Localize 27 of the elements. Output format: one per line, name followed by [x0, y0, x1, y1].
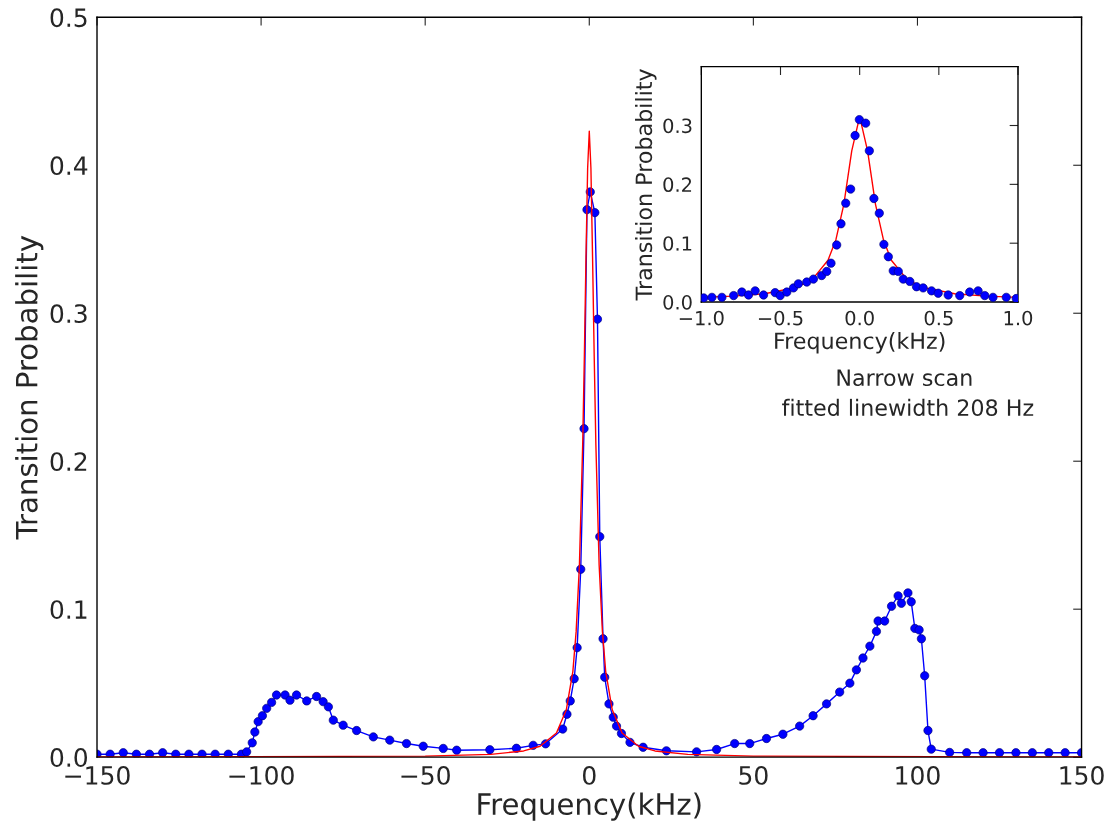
y-tick-label: 0.4	[50, 156, 88, 176]
y-tick-label: 0.3	[663, 118, 692, 134]
y-tick-label: 0.1	[50, 600, 87, 620]
x-axis-title: Frequency(kHz)	[775, 331, 945, 354]
annotation: Narrow scan fitted linewidth 208 Hz	[782, 369, 1034, 417]
x-tick-label: −1.0	[679, 310, 724, 326]
y-tick-label: 0.2	[663, 177, 692, 193]
x-tick-label: −50	[401, 765, 450, 785]
x-tick-label: 0.5	[924, 310, 953, 326]
y-axis-title: Transition Probability	[15, 235, 44, 540]
x-tick-label: 1.0	[1004, 310, 1033, 326]
x-tick-label: −0.5	[758, 310, 803, 326]
x-tick-label: −150	[65, 765, 130, 785]
x-tick-label: 0.0	[845, 310, 874, 326]
y-tick-label: 0.5	[50, 8, 87, 28]
y-axis-title: Transition Probability	[635, 69, 657, 301]
y-tick-label: 0.0	[663, 295, 692, 310]
x-tick-label: 50	[739, 765, 768, 785]
x-tick-label: 100	[896, 765, 940, 785]
x-tick-label: 150	[1060, 765, 1104, 785]
y-tick-label: 0.3	[50, 304, 87, 324]
y-tick-label: 0.2	[50, 452, 87, 472]
y-tick-label: 0.0	[50, 748, 88, 768]
x-tick-label: −100	[229, 765, 294, 785]
x-axis-title: Frequency(kHz)	[478, 792, 701, 821]
x-tick-label: 0	[582, 765, 596, 785]
y-tick-label: 0.1	[663, 236, 692, 251]
